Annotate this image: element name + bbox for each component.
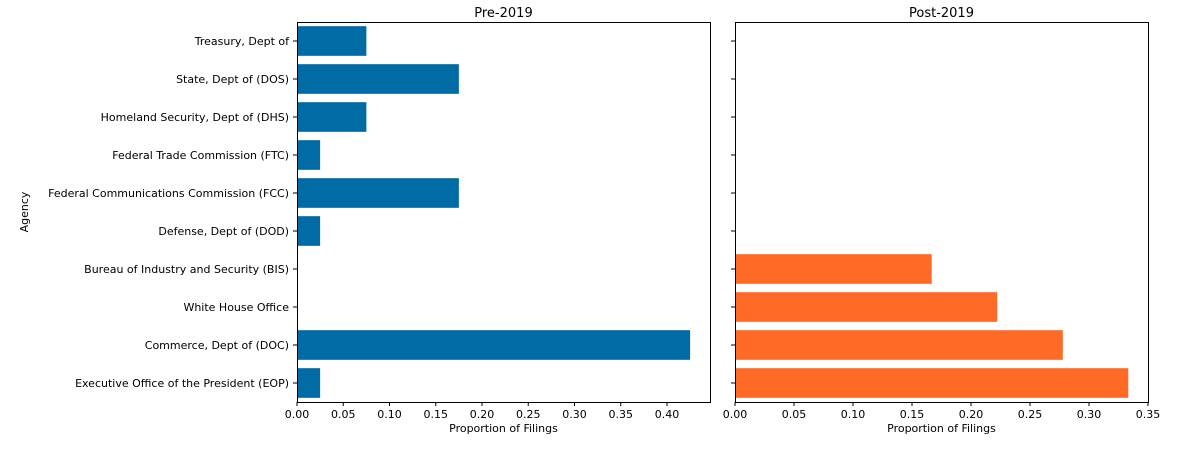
x-tick-label-1-2: 0.10 [841, 408, 866, 421]
x-tick-label-0-6: 0.30 [562, 408, 587, 421]
bar-post-3 [735, 254, 932, 284]
y-tick-label-9: Treasury, Dept of [194, 35, 290, 48]
x-tick-label-0-0: 0.00 [285, 408, 310, 421]
x-tick-label-1-1: 0.05 [782, 408, 807, 421]
x-tick-label-0-1: 0.05 [331, 408, 356, 421]
bar-pre-5 [297, 178, 459, 208]
bar-post-2 [735, 292, 998, 322]
x-tick-label-0-5: 0.25 [516, 408, 541, 421]
x-tick-label-1-6: 0.30 [1077, 408, 1102, 421]
y-tick-label-1: Commerce, Dept of (DOC) [145, 339, 289, 352]
panel-title-1: Post-2019 [909, 6, 974, 21]
x-tick-label-0-4: 0.20 [470, 408, 495, 421]
y-tick-label-3: Bureau of Industry and Security (BIS) [84, 263, 289, 276]
x-axis-title-1: Proportion of Filings [887, 422, 996, 435]
x-tick-label-0-7: 0.35 [608, 408, 633, 421]
bar-pre-7 [297, 102, 367, 132]
bar-pre-1 [297, 330, 691, 360]
bar-pre-0 [297, 368, 321, 398]
x-tick-label-1-7: 0.35 [1136, 408, 1161, 421]
x-axis-title-0: Proportion of Filings [449, 422, 558, 435]
y-tick-label-7: Homeland Security, Dept of (DHS) [101, 111, 289, 124]
y-tick-label-2: White House Office [183, 301, 289, 314]
bar-pre-8 [297, 64, 459, 94]
bar-post-1 [735, 330, 1063, 360]
x-tick-label-0-8: 0.40 [655, 408, 680, 421]
x-tick-label-0-2: 0.10 [377, 408, 402, 421]
x-tick-label-1-4: 0.20 [959, 408, 984, 421]
x-tick-label-1-3: 0.15 [900, 408, 925, 421]
x-tick-label-0-3: 0.15 [423, 408, 448, 421]
panel-title-0: Pre-2019 [474, 6, 532, 21]
y-tick-label-0: Executive Office of the President (EOP) [75, 377, 289, 390]
bar-pre-6 [297, 140, 321, 170]
y-axis-title: Agency [18, 191, 31, 232]
y-tick-label-4: Defense, Dept of (DOD) [158, 225, 289, 238]
bar-pre-9 [297, 26, 367, 56]
bar-post-0 [735, 368, 1129, 398]
y-tick-label-6: Federal Trade Commission (FTC) [112, 149, 289, 162]
panel-frame-1 [735, 22, 1149, 403]
x-tick-label-1-5: 0.25 [1018, 408, 1043, 421]
x-tick-label-1-0: 0.00 [723, 408, 748, 421]
y-tick-label-8: State, Dept of (DOS) [176, 73, 289, 86]
panel-frame-0 [297, 22, 711, 403]
bar-pre-4 [297, 216, 321, 246]
y-tick-label-5: Federal Communications Commission (FCC) [48, 187, 289, 200]
